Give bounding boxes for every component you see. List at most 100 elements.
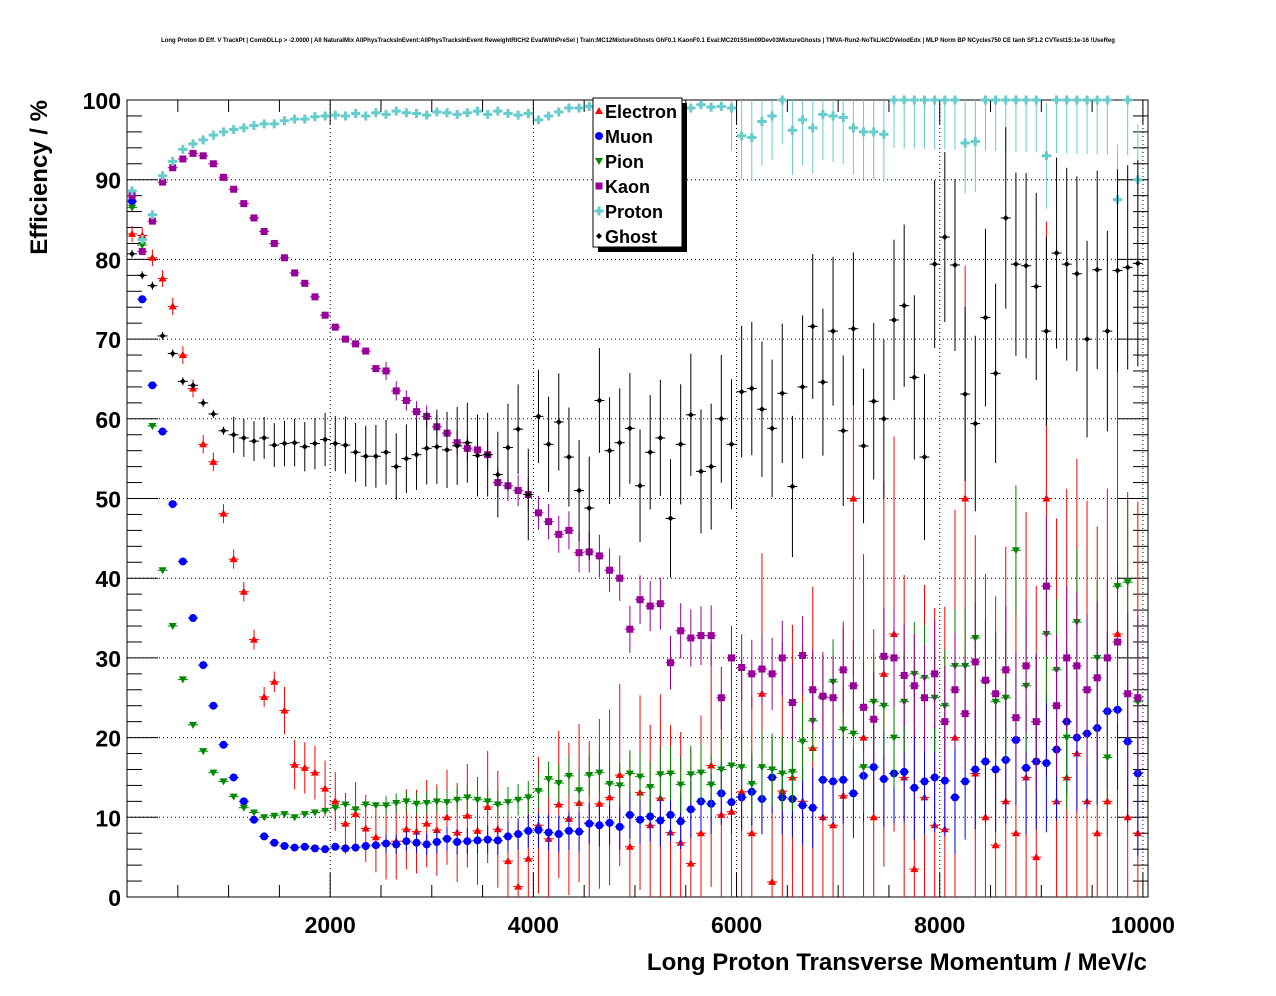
- data-point: [331, 842, 340, 851]
- data-point: [839, 726, 848, 734]
- data-point: [565, 454, 572, 461]
- data-point: [341, 801, 350, 809]
- data-point: [667, 515, 674, 522]
- data-point: [270, 812, 279, 820]
- data-point: [819, 692, 827, 700]
- data-point: [778, 770, 787, 778]
- data-point: [351, 806, 360, 814]
- data-point: [576, 487, 583, 494]
- data-point: [280, 811, 289, 819]
- data-point: [982, 314, 989, 321]
- data-point: [209, 457, 218, 465]
- data-point: [524, 854, 533, 862]
- data-point: [972, 420, 979, 427]
- data-point: [168, 302, 177, 310]
- data-point: [493, 801, 502, 809]
- data-point: [1032, 718, 1040, 726]
- y-tick-label: 70: [95, 327, 121, 353]
- data-point: [159, 178, 167, 186]
- data-point: [229, 555, 238, 563]
- data-point: [840, 427, 847, 434]
- data-point: [128, 229, 137, 237]
- data-point: [239, 804, 248, 812]
- data-point: [970, 136, 980, 146]
- data-point: [980, 95, 990, 105]
- data-point: [910, 783, 919, 792]
- data-point: [209, 701, 218, 710]
- data-point: [1042, 759, 1051, 768]
- data-point: [291, 269, 299, 277]
- data-point: [401, 108, 411, 118]
- data-point: [1103, 754, 1112, 762]
- data-point: [260, 228, 268, 236]
- data-point: [1022, 763, 1031, 772]
- data-point: [453, 796, 462, 804]
- data-point: [656, 816, 665, 825]
- y-tick-label: 90: [95, 168, 121, 194]
- data-point: [940, 95, 950, 105]
- data-point: [879, 129, 889, 139]
- data-point: [422, 819, 431, 827]
- data-point: [869, 763, 878, 772]
- data-point: [138, 295, 147, 304]
- data-point: [209, 769, 218, 777]
- data-point: [249, 121, 259, 131]
- data-point: [220, 427, 227, 434]
- legend-marker-proton: [594, 206, 604, 216]
- data-point: [503, 832, 512, 841]
- data-point: [605, 780, 614, 788]
- data-point: [443, 813, 452, 821]
- data-point: [667, 659, 675, 667]
- data-point: [351, 810, 360, 818]
- data-point: [402, 798, 411, 806]
- data-point: [991, 95, 1001, 105]
- data-point: [239, 797, 248, 806]
- data-point: [696, 769, 705, 777]
- data-point: [636, 815, 645, 824]
- data-point: [342, 442, 349, 449]
- data-point: [788, 768, 797, 776]
- data-point: [178, 351, 187, 359]
- data-point: [443, 799, 452, 807]
- data-point: [260, 832, 269, 841]
- data-point: [1082, 95, 1092, 105]
- data-point: [636, 773, 645, 781]
- data-point: [382, 839, 391, 848]
- data-point: [656, 771, 665, 779]
- data-point: [565, 526, 573, 534]
- data-point: [310, 844, 319, 853]
- data-point: [706, 102, 716, 112]
- data-point: [666, 770, 675, 778]
- data-point: [393, 463, 400, 470]
- data-point: [1062, 95, 1072, 105]
- data-point: [280, 706, 289, 714]
- data-point: [219, 740, 228, 749]
- data-point: [261, 434, 268, 441]
- data-point: [1042, 582, 1050, 590]
- data-point: [909, 95, 919, 105]
- data-point: [279, 116, 289, 126]
- data-point: [991, 765, 1000, 774]
- data-point: [676, 781, 685, 789]
- data-point: [1031, 95, 1041, 105]
- data-point: [189, 614, 198, 623]
- data-point: [524, 794, 533, 802]
- data-point: [1104, 328, 1111, 335]
- data-point: [595, 552, 603, 560]
- data-point: [341, 335, 349, 343]
- data-point: [229, 793, 238, 801]
- data-point: [696, 100, 706, 110]
- data-point: [169, 350, 176, 357]
- data-point: [809, 686, 817, 694]
- data-point: [311, 293, 319, 301]
- data-point: [158, 171, 168, 181]
- data-point: [1073, 270, 1080, 277]
- data-point: [869, 127, 879, 137]
- data-point: [1063, 654, 1071, 662]
- data-point: [574, 103, 584, 113]
- data-point: [372, 365, 380, 373]
- data-point: [330, 110, 340, 120]
- y-axis-label: Efficiency / %: [26, 100, 53, 255]
- data-point: [1041, 151, 1051, 161]
- data-point: [463, 794, 472, 802]
